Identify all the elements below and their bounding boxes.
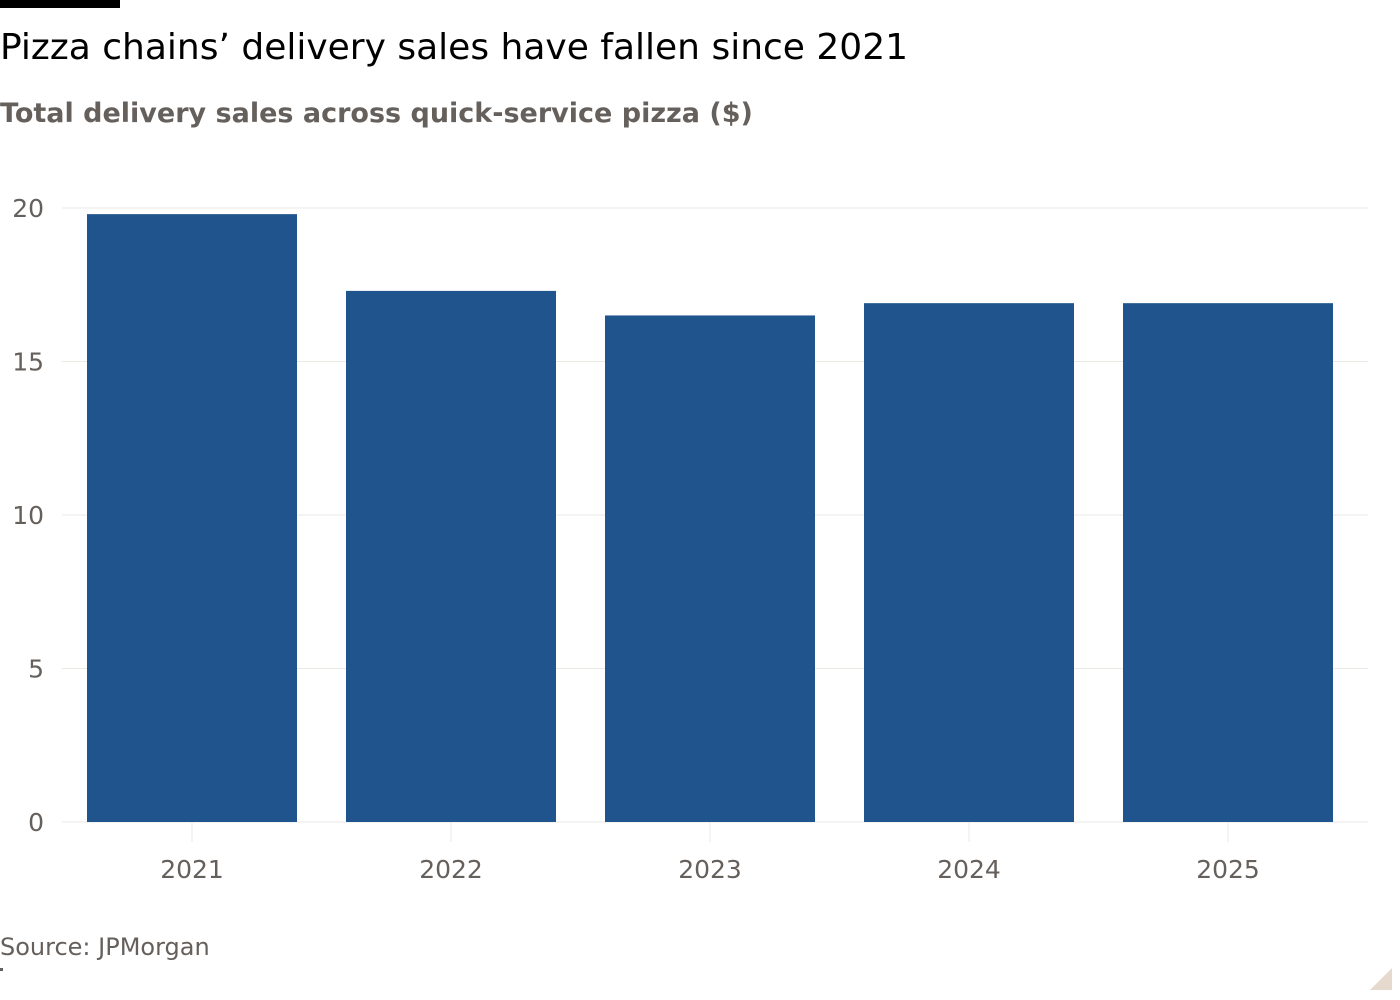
x-tick-label: 2021: [160, 855, 224, 884]
source-note: Source: JPMorgan: [0, 933, 210, 961]
x-axis-ticks: [191, 822, 1229, 842]
x-tick-label: 2022: [419, 855, 483, 884]
y-tick-label: 20: [12, 194, 44, 223]
x-tick-label: 2023: [678, 855, 742, 884]
bar-2023: [605, 315, 815, 822]
y-axis-tick-labels: 0 5 10 15 20: [12, 194, 44, 837]
x-tick-label: 2025: [1196, 855, 1260, 884]
y-tick-label: 15: [12, 348, 44, 377]
bars: [87, 214, 1333, 822]
brand-top-bar: [0, 0, 120, 8]
chart-title: Pizza chains’ delivery sales have fallen…: [0, 27, 909, 68]
x-tick-label: 2024: [937, 855, 1001, 884]
bar-2022: [346, 290, 556, 822]
bar-2025: [1123, 303, 1333, 822]
bar-2024: [864, 303, 1074, 822]
footer-dot: [0, 968, 3, 971]
x-axis-tick-labels: 2021 2022 2023 2024 2025: [160, 855, 1260, 884]
y-tick-label: 0: [28, 808, 44, 837]
chart-subtitle: Total delivery sales across quick-servic…: [0, 98, 753, 129]
corner-fold-icon: [1370, 968, 1392, 990]
y-tick-label: 5: [28, 655, 44, 684]
y-tick-label: 10: [12, 501, 44, 530]
bar-2021: [87, 214, 297, 822]
